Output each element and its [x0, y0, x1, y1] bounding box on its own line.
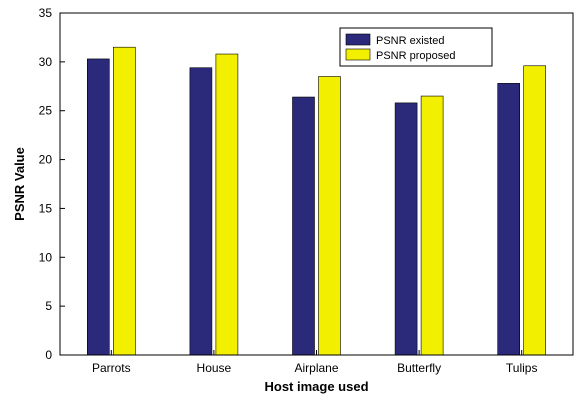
bar-psnr-proposed-butterfly [420, 95, 444, 356]
y-axis-title: PSNR Value [12, 147, 27, 221]
bar-psnr-proposed-parrots [113, 46, 136, 356]
legend: PSNR existed PSNR proposed [339, 27, 493, 67]
bar-psnr-existed-tulips [497, 83, 521, 356]
y-tick-label: 35 [39, 6, 53, 20]
legend-label-psnr-existed: PSNR existed [376, 35, 444, 47]
y-tick-label: 5 [45, 299, 52, 313]
bar-psnr-existed-butterfly [394, 102, 418, 356]
y-tick-label: 20 [39, 153, 53, 167]
y-tick-label: 0 [45, 348, 52, 362]
y-tick-label: 15 [39, 201, 53, 215]
x-tick-label-butterfly: Butterfly [397, 361, 441, 375]
y-tick-label: 25 [39, 104, 53, 118]
bar-psnr-proposed-house [215, 53, 239, 356]
x-tick-label-tulips: Tulips [506, 361, 538, 375]
x-axis-ticks: Parrots House Airplane Butterfly Tulips [92, 350, 538, 375]
y-tick-label: 10 [39, 250, 53, 264]
x-axis-title: Host image used [264, 379, 368, 394]
x-tick-label-house: House [197, 361, 232, 375]
legend-swatch-psnr-existed [345, 33, 371, 46]
x-tick-label-parrots: Parrots [92, 361, 131, 375]
bars-group [87, 46, 547, 356]
y-tick-label: 30 [39, 55, 53, 69]
y-axis-ticks: 0 5 10 15 20 25 30 35 [39, 6, 65, 362]
bar-psnr-existed-parrots [87, 58, 110, 356]
plot-frame [59, 12, 574, 356]
x-tick-label-airplane: Airplane [294, 361, 338, 375]
legend-swatch-psnr-proposed [345, 48, 371, 61]
bar-psnr-existed-airplane [292, 96, 315, 356]
bar-psnr-existed-house [189, 67, 213, 356]
bar-psnr-proposed-tulips [523, 65, 547, 356]
bar-psnr-proposed-airplane [318, 76, 341, 356]
legend-label-psnr-proposed: PSNR proposed [376, 50, 456, 62]
